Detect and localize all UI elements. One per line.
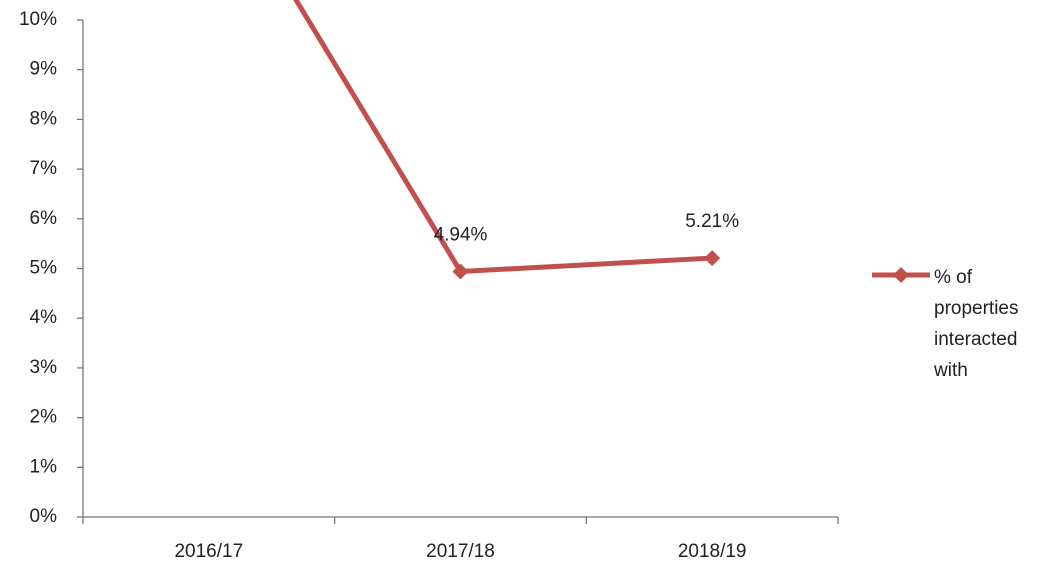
x-tick-label: 2018/19: [678, 541, 747, 562]
y-tick-label: 5%: [30, 258, 58, 279]
y-tick-label: 9%: [30, 59, 58, 80]
x-tick-label: 2017/18: [426, 541, 495, 562]
y-tick-label: 7%: [30, 158, 58, 179]
y-tick-label: 2%: [30, 407, 58, 428]
data-label: 4.94%: [434, 224, 488, 245]
y-tick-label: 6%: [30, 208, 58, 229]
plot-area: [293, 0, 721, 280]
y-tick-label: 8%: [30, 108, 58, 129]
data-label: 5.21%: [685, 211, 739, 232]
y-tick-label: 0%: [30, 506, 58, 527]
x-tick-label: 2016/17: [174, 541, 243, 562]
y-tick-label: 4%: [30, 307, 58, 328]
y-tick-label: 3%: [30, 357, 58, 378]
data-marker: [704, 250, 721, 267]
data-marker: [452, 263, 469, 280]
y-tick-label: 1%: [30, 456, 58, 477]
legend-label: % of properties interacted with: [934, 267, 1019, 381]
y-tick-label: 10%: [19, 9, 57, 30]
legend-marker: [893, 267, 909, 283]
